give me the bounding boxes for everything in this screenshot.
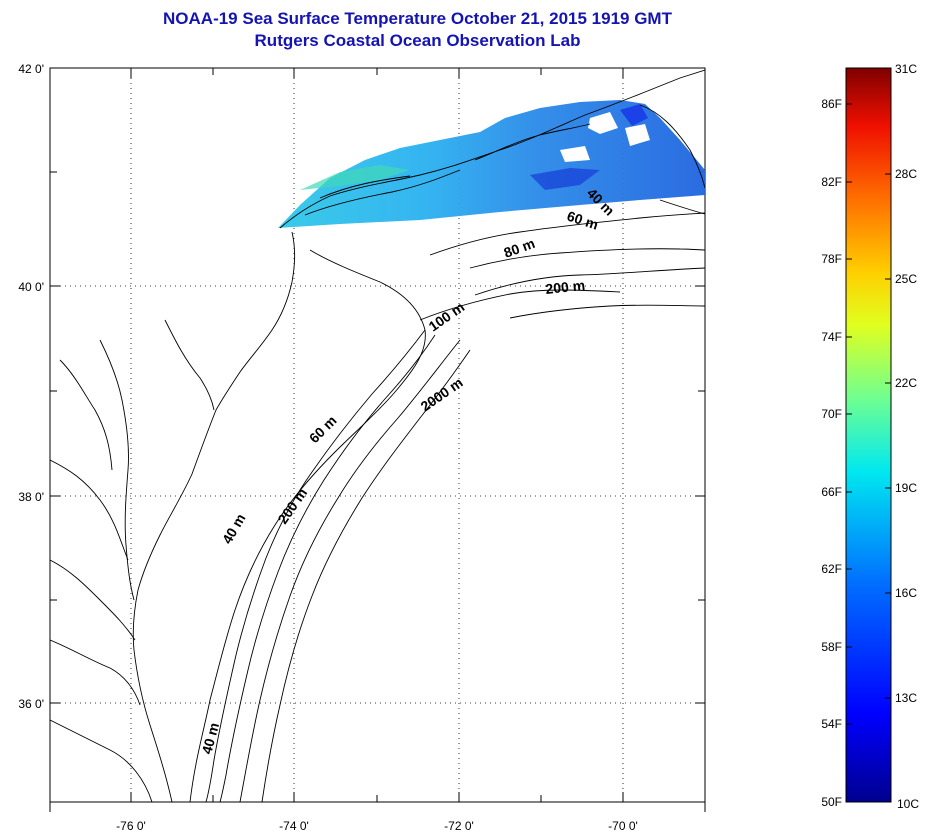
colorbar: 86F 82F 78F 74F 70F 66F 62F 58F 54F 50F … [821, 62, 919, 811]
graticule [50, 68, 705, 802]
lat-label-42: 42 0' [18, 62, 44, 76]
cb-c-16: 16C [895, 586, 917, 600]
cb-f-54: 54F [821, 717, 842, 731]
coastline [50, 69, 705, 802]
title-line-1: NOAA-19 Sea Surface Temperature October … [163, 9, 672, 28]
depth-label-40m-c: 40 m [198, 721, 222, 756]
lat-label-36: 36 0' [18, 697, 44, 711]
lat-label-38: 38 0' [18, 490, 44, 504]
lon-label-74: -74 0' [279, 819, 309, 832]
lon-label-70: -70 0' [608, 819, 638, 832]
cb-c-22: 22C [895, 376, 917, 390]
cb-f-86: 86F [821, 97, 842, 111]
lat-axis-labels: 42 0' 40 0' 38 0' 36 0' [18, 62, 44, 711]
cb-f-74: 74F [821, 330, 842, 344]
lat-label-40: 40 0' [18, 280, 44, 294]
cb-f-66: 66F [821, 485, 842, 499]
lon-label-76: -76 0' [116, 819, 146, 832]
cb-c-28: 28C [895, 167, 917, 181]
lon-label-72: -72 0' [444, 819, 474, 832]
colorbar-fahrenheit-labels: 86F 82F 78F 74F 70F 66F 62F 58F 54F 50F [821, 97, 842, 809]
cb-f-50: 50F [821, 795, 842, 809]
cb-c-13: 13C [895, 691, 917, 705]
lon-axis-labels: -76 0' -74 0' -72 0' -70 0' [116, 819, 638, 832]
cb-f-62: 62F [821, 562, 842, 576]
cb-f-70: 70F [821, 407, 842, 421]
colorbar-ticks [846, 103, 891, 725]
axis-ticks [49, 68, 706, 812]
cb-c-10: 10C [897, 797, 919, 811]
sst-swath [278, 100, 705, 228]
map-title: NOAA-19 Sea Surface Temperature October … [0, 8, 835, 52]
cb-c-25: 25C [895, 272, 917, 286]
cb-f-58: 58F [821, 640, 842, 654]
cb-f-82: 82F [821, 175, 842, 189]
colorbar-celsius-labels: 31C 28C 25C 22C 19C 16C 13C 10C [895, 62, 919, 811]
cb-c-19: 19C [895, 481, 917, 495]
cb-c-31: 31C [895, 62, 917, 76]
title-line-2: Rutgers Coastal Ocean Observation Lab [254, 31, 581, 50]
cb-f-78: 78F [821, 252, 842, 266]
map-panel: 40 m 60 m 80 m 200 m 100 m 2000 m 60 m 2… [18, 62, 706, 832]
depth-label-200m-a: 200 m [545, 277, 586, 297]
colorbar-gradient [845, 67, 892, 803]
